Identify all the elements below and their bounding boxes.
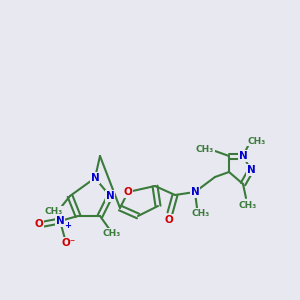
- Text: O⁻: O⁻: [62, 238, 76, 248]
- Text: CH₃: CH₃: [196, 145, 214, 154]
- Text: N: N: [56, 216, 64, 226]
- Text: N: N: [247, 165, 255, 175]
- Text: O: O: [34, 219, 43, 229]
- Text: CH₃: CH₃: [45, 206, 63, 215]
- Text: CH₃: CH₃: [192, 208, 210, 217]
- Text: CH₃: CH₃: [103, 229, 121, 238]
- Text: CH₃: CH₃: [239, 200, 257, 209]
- Text: O: O: [124, 187, 132, 197]
- Text: N: N: [238, 151, 247, 161]
- Text: N: N: [106, 191, 114, 201]
- Text: O: O: [165, 215, 173, 225]
- Text: N: N: [190, 187, 200, 197]
- Text: N: N: [91, 173, 99, 183]
- Text: +: +: [64, 221, 71, 230]
- Text: CH₃: CH₃: [248, 136, 266, 146]
